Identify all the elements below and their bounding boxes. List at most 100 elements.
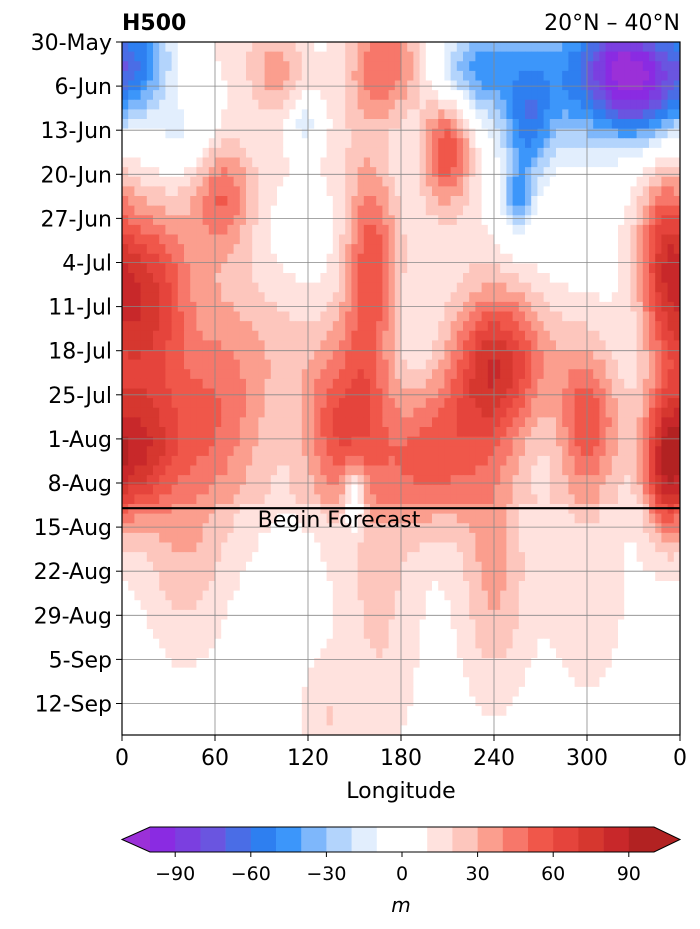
- field-cell: [456, 99, 464, 110]
- field-cell: [357, 561, 365, 572]
- field-cell: [394, 51, 402, 62]
- field-cell: [215, 205, 222, 216]
- field-cell: [568, 427, 575, 438]
- field-cell: [605, 128, 613, 139]
- field-cell: [196, 109, 203, 120]
- field-cell: [122, 465, 129, 476]
- field-cell: [332, 61, 340, 72]
- field-cell: [332, 196, 340, 207]
- field-cell: [332, 147, 340, 158]
- field-cell: [146, 378, 154, 389]
- field-cell: [481, 523, 489, 534]
- field-cell: [599, 99, 606, 110]
- field-cell: [487, 292, 495, 303]
- field-cell: [277, 407, 284, 418]
- field-cell: [351, 350, 358, 361]
- field-cell: [512, 215, 520, 226]
- field-cell: [475, 455, 482, 466]
- field-cell: [295, 80, 303, 91]
- field-cell: [518, 263, 526, 274]
- field-cell: [494, 436, 501, 447]
- field-cell: [227, 128, 234, 139]
- field-cell: [580, 282, 588, 293]
- field-cell: [171, 147, 179, 158]
- field-cell: [469, 340, 476, 351]
- field-cell: [314, 80, 321, 91]
- field-cell: [283, 234, 290, 245]
- field-cell: [401, 340, 408, 351]
- field-cell: [289, 119, 296, 130]
- field-cell: [177, 157, 185, 168]
- field-cell: [463, 273, 470, 284]
- field-cell: [642, 80, 650, 91]
- field-cell: [202, 494, 210, 505]
- field-cell: [556, 532, 563, 543]
- field-cell: [320, 552, 327, 563]
- field-cell: [314, 542, 321, 553]
- field-cell: [351, 542, 358, 553]
- field-cell: [525, 407, 532, 418]
- field-cell: [587, 253, 594, 264]
- field-cell: [500, 244, 507, 255]
- field-cell: [153, 311, 160, 322]
- field-cell: [568, 147, 575, 158]
- field-cell: [301, 340, 309, 351]
- field-cell: [587, 542, 594, 553]
- field-cell: [500, 513, 507, 524]
- field-cell: [419, 494, 427, 505]
- field-cell: [128, 51, 135, 62]
- field-cell: [339, 90, 346, 101]
- field-cell: [301, 359, 309, 370]
- field-cell: [159, 407, 166, 418]
- field-cell: [432, 234, 439, 245]
- field-cell: [177, 475, 185, 486]
- field-cell: [382, 224, 389, 235]
- field-cell: [661, 167, 668, 178]
- field-cell: [494, 484, 501, 495]
- field-cell: [425, 80, 433, 91]
- field-cell: [525, 532, 532, 543]
- field-cell: [655, 147, 662, 158]
- field-cell: [543, 561, 551, 572]
- field-cell: [537, 321, 544, 332]
- field-cell: [314, 340, 321, 351]
- field-cell: [407, 350, 414, 361]
- field-cell: [444, 427, 451, 438]
- field-cell: [636, 330, 644, 341]
- field-cell: [580, 90, 588, 101]
- field-cell: [506, 340, 513, 351]
- field-cell: [264, 350, 272, 361]
- field-cell: [525, 446, 532, 457]
- field-cell: [574, 90, 582, 101]
- field-cell: [184, 244, 191, 255]
- field-cell: [351, 109, 358, 120]
- field-cell: [320, 465, 327, 476]
- field-cell: [655, 244, 662, 255]
- field-cell: [320, 157, 327, 168]
- field-cell: [184, 369, 191, 380]
- field-cell: [159, 128, 166, 139]
- field-cell: [171, 369, 179, 380]
- field-cell: [593, 253, 600, 264]
- field-cell: [388, 523, 396, 534]
- field-cell: [444, 282, 451, 293]
- field-cell: [413, 542, 420, 553]
- field-cell: [500, 523, 507, 534]
- field-cell: [425, 215, 433, 226]
- field-cell: [394, 167, 402, 178]
- field-cell: [283, 552, 290, 563]
- field-cell: [246, 128, 253, 139]
- field-cell: [283, 51, 290, 62]
- field-cell: [407, 244, 414, 255]
- field-cell: [184, 90, 191, 101]
- field-cell: [171, 215, 179, 226]
- field-cell: [153, 109, 160, 120]
- field-cell: [518, 436, 526, 447]
- field-cell: [258, 273, 265, 284]
- field-cell: [289, 138, 296, 149]
- field-cell: [525, 417, 532, 428]
- field-cell: [556, 513, 563, 524]
- field-cell: [320, 571, 327, 582]
- field-cell: [425, 427, 433, 438]
- field-cell: [438, 359, 445, 370]
